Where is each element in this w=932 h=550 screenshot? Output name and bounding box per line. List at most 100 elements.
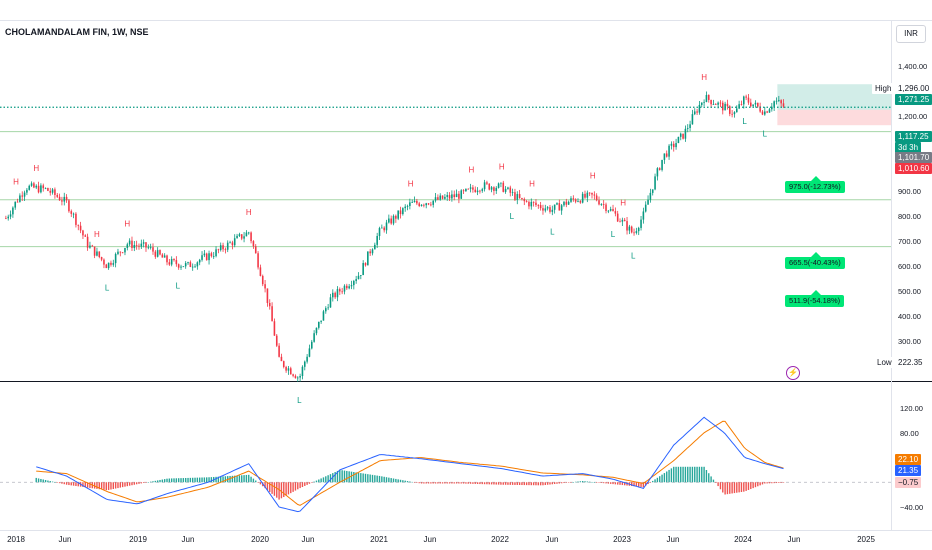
candle-body <box>686 127 689 129</box>
macd-histogram-bar <box>406 481 409 483</box>
macd-histogram-bar <box>152 481 154 483</box>
macd-histogram-bar <box>402 480 404 483</box>
macd-tick: 120.00 <box>900 404 923 413</box>
candle-body <box>212 256 215 257</box>
candle-body <box>72 213 75 215</box>
macd-histogram-bar <box>343 470 346 483</box>
candle-body <box>640 219 642 228</box>
candle-body <box>252 241 255 247</box>
macd-histogram-bar <box>89 482 91 488</box>
macd-histogram-bar <box>299 482 301 489</box>
macd-histogram-bar <box>203 477 206 483</box>
candle-body <box>574 199 577 202</box>
swing-low-label: L <box>550 227 555 236</box>
candle-body <box>339 289 341 292</box>
swing-high-label: H <box>590 172 596 181</box>
swing-low-label: L <box>297 396 302 405</box>
macd-histogram-bar <box>670 468 673 483</box>
macd-histogram-bar <box>388 477 390 483</box>
candle-body <box>490 187 493 190</box>
macd-histogram-bar <box>729 482 731 494</box>
candle-body <box>623 219 626 222</box>
currency-button[interactable]: INR <box>896 25 926 43</box>
macd-histogram-bar <box>215 476 217 483</box>
macd-histogram-bar <box>495 482 497 485</box>
macd-histogram-bar <box>194 477 196 483</box>
candle-body <box>82 230 84 236</box>
candle-body <box>245 232 248 237</box>
macd-histogram-bar <box>51 481 54 483</box>
candle-body <box>187 262 189 264</box>
macd-histogram-bar <box>217 476 220 483</box>
candle-body <box>525 201 528 202</box>
candle-body <box>413 200 416 203</box>
macd-histogram-bar <box>761 482 764 485</box>
macd-histogram-bar <box>736 482 738 493</box>
macd-histogram-bar <box>614 482 617 485</box>
candle-body <box>614 211 617 214</box>
candle-body <box>320 320 322 322</box>
macd-histogram-bar <box>404 480 406 483</box>
candle-body <box>145 242 147 248</box>
entry-price-tag: 1,101.70 <box>895 152 932 163</box>
candle-body <box>21 195 24 197</box>
candle-body <box>201 255 203 260</box>
candle-body <box>114 253 117 264</box>
macd-histogram-bar <box>684 466 687 483</box>
candle-body <box>68 200 70 212</box>
candle-body <box>775 100 778 102</box>
lightning-icon[interactable]: ⚡ <box>786 366 800 380</box>
macd-histogram-bar <box>696 466 698 483</box>
candle-body <box>49 190 52 193</box>
candle-body <box>495 187 498 191</box>
macd-histogram-bar <box>315 480 318 483</box>
macd-histogram-bar <box>243 475 245 483</box>
macd-histogram-bar <box>250 476 252 483</box>
candle-body <box>757 102 759 107</box>
candle-body <box>539 205 542 209</box>
macd-histogram-bar <box>444 482 446 484</box>
countdown-tag: 3d 3h <box>895 142 922 153</box>
macd-histogram-bar <box>570 482 572 483</box>
macd-histogram-bar <box>269 482 271 492</box>
candle-body <box>675 143 677 148</box>
candle-body <box>289 368 292 375</box>
macd-histogram-bar <box>355 472 357 483</box>
time-label: Jun <box>545 535 559 544</box>
macd-histogram-bar <box>96 482 98 489</box>
support-callout: 511.9(-54.18%) <box>785 290 845 307</box>
macd-histogram-bar <box>378 475 381 483</box>
macd-histogram-bar <box>173 478 175 483</box>
candle-body <box>476 190 479 193</box>
macd-histogram-bar <box>399 479 402 483</box>
candle-body <box>600 204 603 205</box>
candle-body <box>131 240 133 249</box>
macd-histogram-bar <box>325 476 327 483</box>
candle-body <box>329 297 332 308</box>
candle-body <box>455 193 458 198</box>
candle-body <box>411 202 413 203</box>
macd-histogram-bar <box>353 472 355 483</box>
candle-body <box>388 218 390 223</box>
candle-body <box>458 193 460 199</box>
candle-body <box>612 209 614 212</box>
macd-histogram-bar <box>114 482 117 489</box>
macd-histogram-bar <box>75 482 77 487</box>
candle-body <box>236 235 238 239</box>
macd-histogram-bar <box>668 469 670 483</box>
candle-body <box>710 99 712 105</box>
time-label: Jun <box>58 535 72 544</box>
candle-body <box>334 292 336 298</box>
candle-body <box>374 244 376 250</box>
candle-body <box>591 192 593 195</box>
candle-body <box>128 240 131 245</box>
high-label: High <box>872 83 895 94</box>
macd-histogram-bar <box>117 482 119 489</box>
macd-histogram-bar <box>283 482 285 498</box>
candle-body <box>156 250 159 257</box>
macd-histogram-bar <box>677 466 680 483</box>
macd-tick: −40.00 <box>900 503 924 512</box>
candle-body <box>86 236 89 248</box>
